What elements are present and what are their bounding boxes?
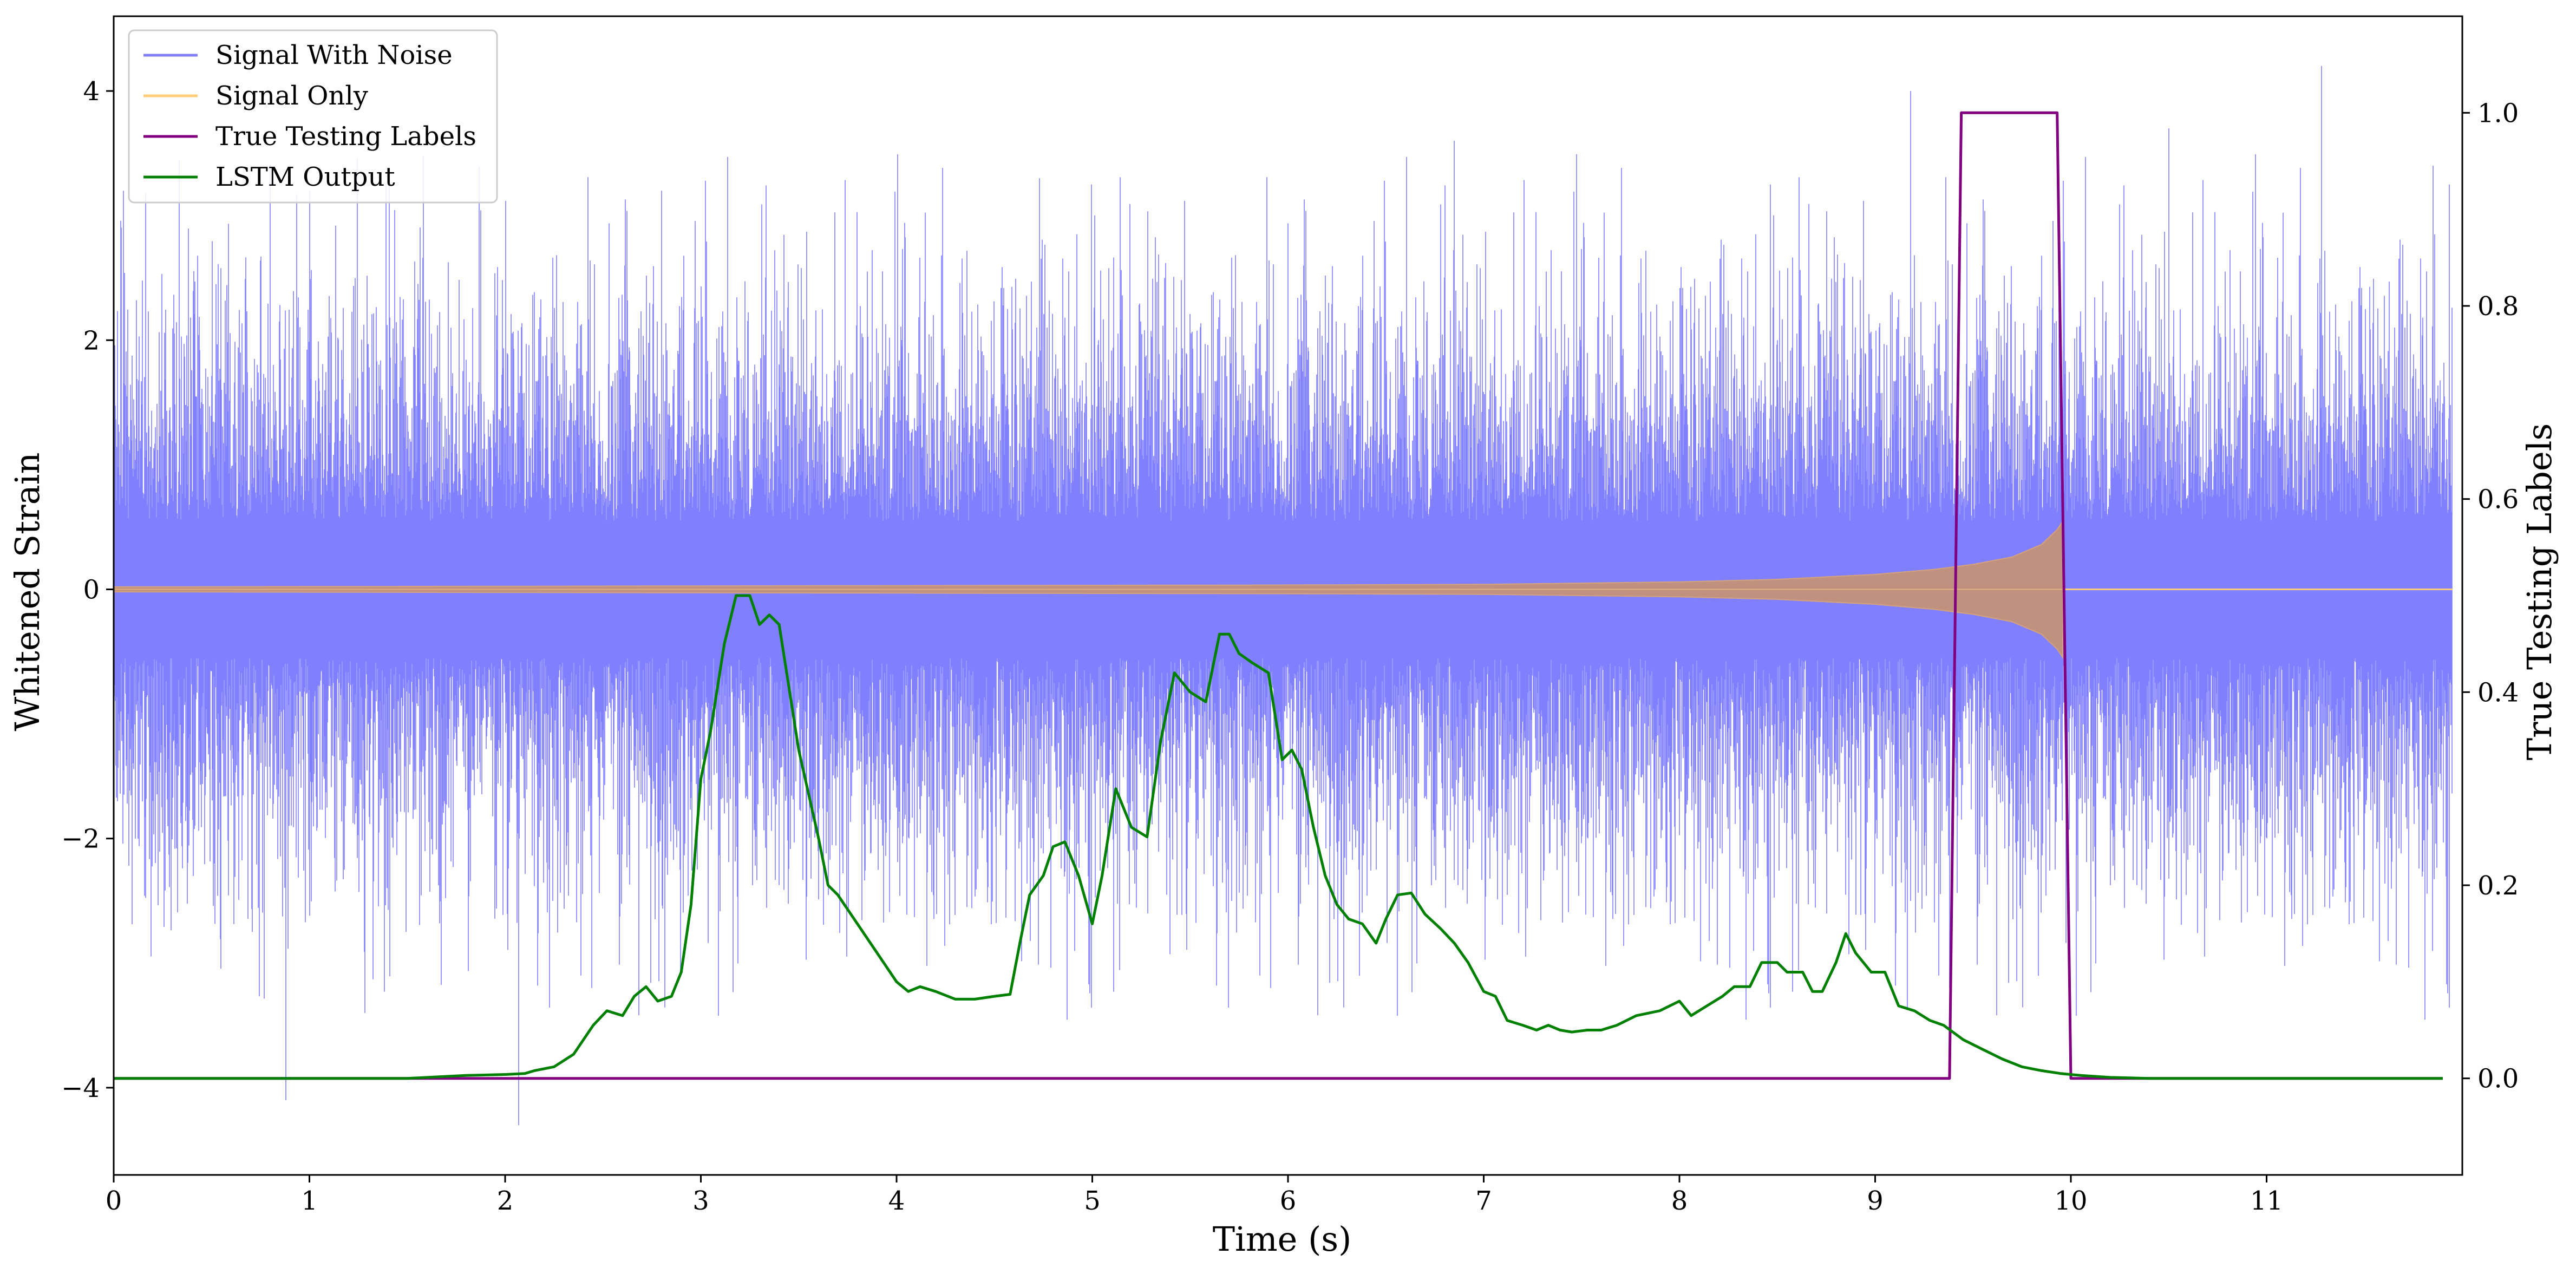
x-tick-label: 9 [1867, 1186, 1884, 1216]
signal-only-series [114, 519, 2453, 659]
y2-tick-label: 0.4 [2477, 677, 2519, 708]
x-tick-label: 5 [1084, 1186, 1101, 1216]
y-axis-left-label: Whitened Strain [8, 453, 47, 731]
x-tick-label: 10 [2054, 1186, 2087, 1216]
lstm-output-line [114, 594, 2443, 1080]
y2-tick-label: 0.0 [2477, 1064, 2519, 1094]
y-axis-left: −4 −2 0 2 4 [61, 76, 114, 1103]
signal-with-noise-line [114, 66, 2453, 1125]
y2-tick-label: 0.8 [2477, 291, 2519, 322]
legend-label-true-testing-labels: True Testing Labels [215, 121, 476, 152]
y-tick-label: 0 [83, 574, 100, 605]
legend-box [128, 29, 498, 204]
y2-tick-label: 0.2 [2477, 871, 2519, 901]
y-tick-label: 2 [83, 325, 100, 356]
x-tick-label: 0 [106, 1186, 122, 1216]
x-tick-label: 1 [301, 1186, 318, 1216]
legend-label-lstm-output: LSTM Output [215, 162, 395, 192]
y-tick-label: 4 [83, 76, 100, 107]
x-tick-label: 7 [1475, 1186, 1492, 1216]
y2-tick-label: 1.0 [2477, 98, 2519, 128]
x-tick-label: 3 [692, 1186, 709, 1216]
legend-label-signal-with-noise: Signal With Noise [215, 40, 453, 70]
x-axis: 0 1 2 3 4 5 6 7 8 9 10 11 [106, 1175, 2283, 1216]
y-tick-label: −4 [61, 1073, 100, 1103]
x-tick-label: 8 [1671, 1186, 1688, 1216]
y2-tick-label: 0.6 [2477, 485, 2519, 515]
y-tick-label: −2 [61, 824, 100, 854]
x-tick-label: 11 [2250, 1186, 2283, 1216]
x-tick-label: 4 [888, 1186, 905, 1216]
x-axis-label: Time (s) [1213, 1219, 1352, 1259]
x-tick-label: 6 [1280, 1186, 1297, 1216]
legend: Signal With Noise Signal Only True Testi… [128, 29, 498, 204]
y-axis-right: 0.0 0.2 0.4 0.6 0.8 1.0 [2462, 98, 2519, 1094]
legend-label-signal-only: Signal Only [215, 81, 368, 111]
x-tick-label: 2 [497, 1186, 514, 1216]
y-axis-right-label: True Testing Labels [2520, 423, 2559, 761]
signal-with-noise-series [114, 66, 2453, 1125]
